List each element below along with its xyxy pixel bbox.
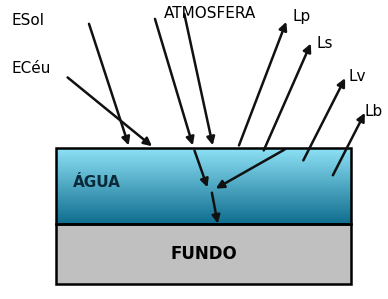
Bar	[55, 153, 351, 154]
Bar	[55, 216, 351, 217]
Bar	[55, 184, 351, 185]
Bar	[55, 173, 351, 174]
Bar	[55, 150, 351, 151]
Bar	[55, 169, 351, 170]
Bar	[55, 191, 351, 192]
Bar	[55, 171, 351, 172]
Bar	[55, 200, 351, 201]
Bar	[55, 201, 351, 202]
Bar	[55, 177, 351, 178]
Bar	[55, 175, 351, 176]
Bar	[55, 170, 351, 171]
Bar	[55, 195, 351, 196]
Bar	[55, 168, 351, 169]
Bar	[55, 183, 351, 184]
Bar	[55, 196, 351, 197]
Bar	[55, 176, 351, 177]
Bar	[55, 210, 351, 211]
Bar	[55, 192, 351, 193]
Bar	[55, 214, 351, 215]
Bar	[55, 161, 351, 162]
Bar	[55, 190, 351, 191]
Bar	[55, 209, 351, 210]
Bar	[55, 148, 351, 224]
Bar	[55, 157, 351, 158]
Bar	[55, 213, 351, 214]
Bar	[55, 219, 351, 220]
Bar	[55, 148, 351, 149]
Bar	[55, 152, 351, 153]
Text: ESol: ESol	[11, 13, 44, 28]
Bar	[55, 208, 351, 209]
Bar	[55, 164, 351, 165]
Bar	[55, 181, 351, 182]
Bar	[55, 182, 351, 183]
Bar	[55, 186, 351, 187]
Bar	[55, 155, 351, 156]
Text: Lb: Lb	[364, 104, 383, 119]
Bar	[55, 185, 351, 186]
Bar	[55, 158, 351, 159]
Bar	[55, 205, 351, 206]
Bar	[55, 187, 351, 188]
Bar	[55, 163, 351, 164]
Bar	[55, 224, 351, 284]
Bar	[55, 149, 351, 150]
Text: Ls: Ls	[317, 36, 333, 51]
Bar	[55, 221, 351, 222]
Bar	[55, 211, 351, 212]
Text: ATMOSFERA: ATMOSFERA	[164, 6, 256, 21]
Bar	[55, 174, 351, 175]
Bar	[55, 217, 351, 218]
Bar	[55, 166, 351, 167]
Bar	[55, 180, 351, 181]
Text: ÁGUA: ÁGUA	[73, 175, 121, 190]
Bar	[55, 156, 351, 157]
Bar	[55, 165, 351, 166]
Bar	[55, 178, 351, 179]
Bar	[55, 197, 351, 198]
Bar	[55, 220, 351, 221]
Text: ECéu: ECéu	[11, 61, 50, 76]
Bar	[55, 179, 351, 180]
Bar	[55, 202, 351, 203]
Bar	[55, 172, 351, 173]
Bar	[55, 199, 351, 200]
Bar	[55, 151, 351, 152]
Bar	[55, 193, 351, 194]
Bar	[55, 160, 351, 161]
Text: Lv: Lv	[348, 69, 366, 84]
Bar	[55, 223, 351, 224]
Bar	[55, 167, 351, 168]
Bar	[55, 154, 351, 155]
Bar	[55, 222, 351, 223]
Bar	[55, 203, 351, 204]
Bar	[55, 215, 351, 216]
Bar	[55, 206, 351, 207]
Text: Lp: Lp	[292, 9, 310, 24]
Text: FUNDO: FUNDO	[170, 245, 237, 263]
Bar	[55, 188, 351, 189]
Bar	[55, 162, 351, 163]
Bar	[55, 207, 351, 208]
Bar	[55, 159, 351, 160]
Bar	[55, 212, 351, 213]
Bar	[55, 218, 351, 219]
Bar	[55, 198, 351, 199]
Bar	[55, 204, 351, 205]
Bar	[55, 194, 351, 195]
Bar	[55, 189, 351, 190]
